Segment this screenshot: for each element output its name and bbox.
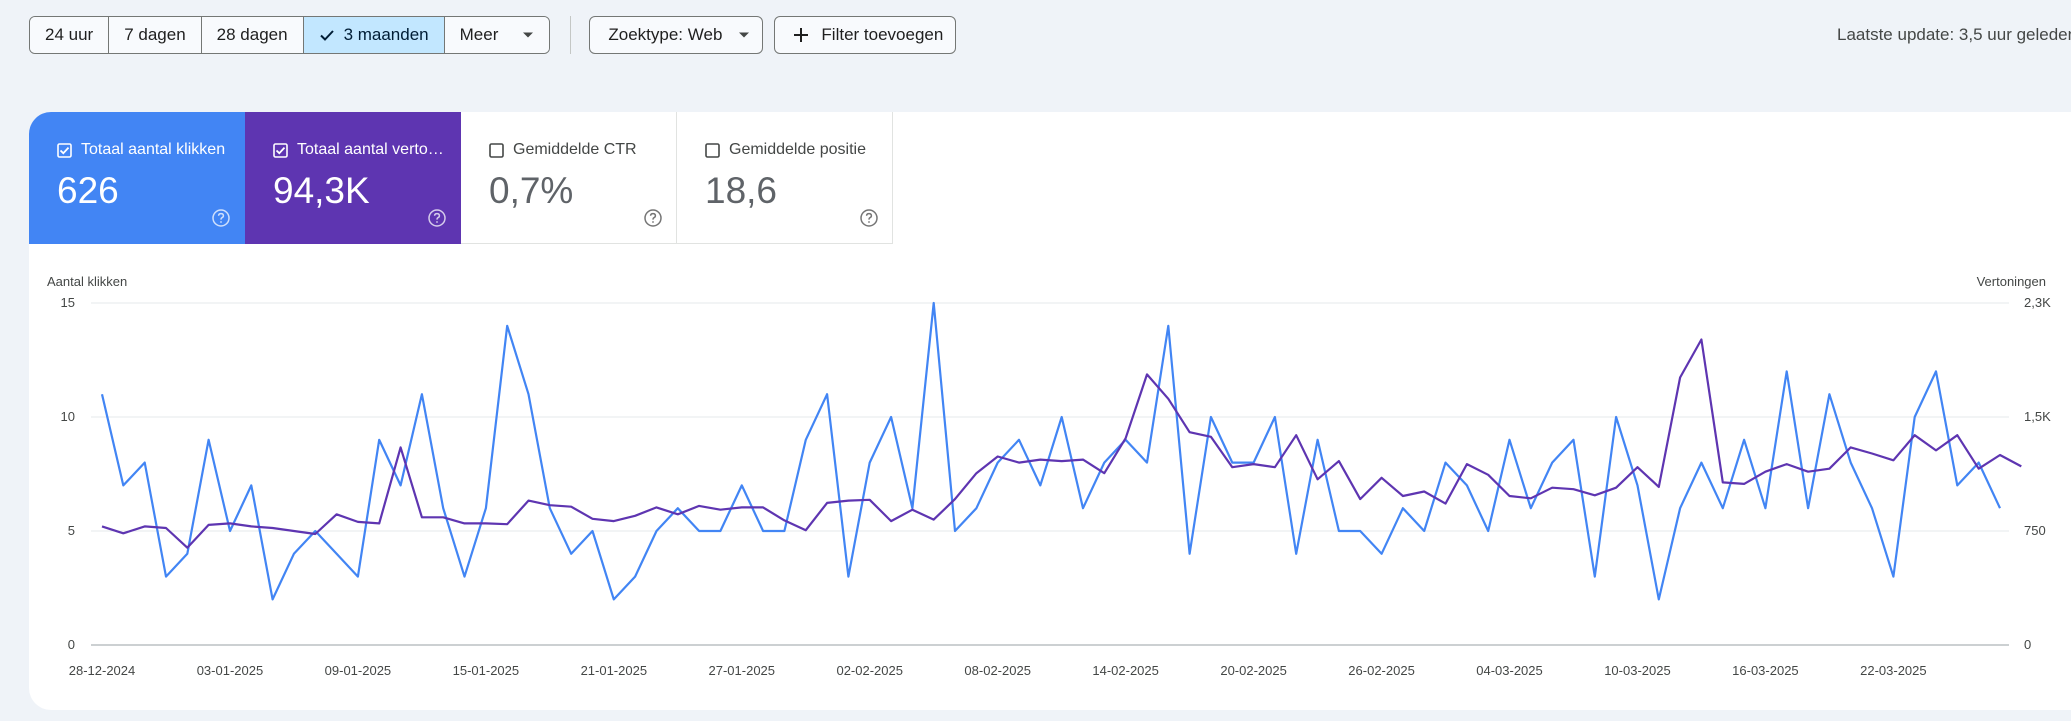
metric-value: 0,7% [489,170,574,211]
metric-tab-position[interactable]: Gemiddelde positie 18,6 [677,112,893,244]
help-icon[interactable] [211,208,231,228]
search-type-label: Zoektype: Web [608,25,723,44]
chevron-down-icon [739,32,750,38]
metric-tab-ctr[interactable]: Gemiddelde CTR 0,7% [461,112,677,244]
x-tick-label: 02-02-2025 [836,663,903,678]
performance-chart: Aantal klikken Vertoningen 15 2,3K 10 1,5K 5… [47,274,2051,678]
x-tick-label: 16-03-2025 [1732,663,1799,678]
chevron-down-icon [523,32,534,38]
right-y-tick: 0 [2024,637,2031,652]
right-y-tick: 1,5K [2024,409,2051,424]
range-label: Meer [459,25,499,44]
help-icon[interactable] [859,208,879,228]
x-tick-label: 08-02-2025 [964,663,1031,678]
metric-label: Gemiddelde CTR [513,141,637,158]
metric-tab-impressions[interactable]: Totaal aantal vertoningen 94,3K [245,112,461,244]
metric-header: Totaal aantal vertoningen [273,141,445,159]
metric-label: Totaal aantal vertoningen [297,141,445,158]
date-range-selector: 24 uur 7 dagen 28 dagen 3 maanden Meer [29,16,551,54]
clicks-series-line [100,301,2001,601]
range-7d-button[interactable]: 7 dagen [109,17,202,53]
performance-card: Aantal klikken Vertoningen 15 2,3K 10 1,5K 5… [29,112,2071,710]
metric-value: 626 [57,170,119,211]
help-icon[interactable] [427,208,447,228]
checkbox-unchecked-icon[interactable] [705,142,720,158]
range-more-dropdown[interactable]: Meer [444,17,550,53]
add-filter-label: Filter toevoegen [821,25,944,44]
left-y-tick: 15 [61,295,75,310]
right-y-tick: 750 [2024,523,2046,538]
x-tick-label: 10-03-2025 [1604,663,1671,678]
left-y-tick: 5 [68,523,75,538]
x-tick-label: 03-01-2025 [197,663,264,678]
help-icon[interactable] [643,208,663,228]
metric-tab-clicks[interactable]: Totaal aantal klikken 626 [29,112,245,244]
last-update-text: Laatste update: 3,5 uur geleden [1837,25,2071,44]
x-tick-label: 20-02-2025 [1220,663,1287,678]
x-tick-label: 27-01-2025 [709,663,776,678]
range-24h-button[interactable]: 24 uur [30,17,110,53]
right-y-tick: 2,3K [2024,295,2051,310]
range-label: 24 uur [45,25,94,44]
range-label: 28 dagen [216,25,288,44]
range-3m-button[interactable]: 3 maanden [303,17,445,53]
range-label: 3 maanden [343,25,429,44]
search-type-dropdown[interactable]: Zoektype: Web [589,16,764,54]
right-axis-label: Vertoningen [1977,274,2046,289]
metric-tabs: Totaal aantal klikken 626 Totaal aantal … [29,112,893,244]
x-tick-label: 04-03-2025 [1476,663,1543,678]
impressions-series-line [101,338,2022,549]
left-axis-label: Aantal klikken [47,274,127,289]
plus-icon [794,28,809,42]
toolbar-divider [570,16,572,54]
metric-header: Totaal aantal klikken [57,141,225,159]
left-y-tick: 10 [61,409,75,424]
x-tick-label: 26-02-2025 [1348,663,1415,678]
x-tick-label: 28-12-2024 [69,663,136,678]
x-tick-label: 09-01-2025 [325,663,392,678]
metric-header: Gemiddelde CTR [489,141,637,159]
x-tick-label: 22-03-2025 [1860,663,1927,678]
metric-value: 18,6 [705,170,778,211]
metric-value: 94,3K [273,170,370,211]
metric-header: Gemiddelde positie [705,141,866,159]
metric-label: Gemiddelde positie [729,141,866,158]
metric-label: Totaal aantal klikken [81,141,226,158]
add-filter-button[interactable]: Filter toevoegen [774,16,957,54]
check-icon [319,30,334,41]
checkbox-checked-icon[interactable] [57,142,72,158]
x-tick-label: 14-02-2025 [1092,663,1159,678]
x-tick-label: 21-01-2025 [581,663,648,678]
filter-toolbar: 24 uur 7 dagen 28 dagen 3 maanden Meer Z… [29,16,957,54]
range-28d-button[interactable]: 28 dagen [201,17,304,53]
checkbox-unchecked-icon[interactable] [489,142,504,158]
range-label: 7 dagen [124,25,186,44]
checkbox-checked-icon[interactable] [273,142,288,158]
x-tick-label: 15-01-2025 [453,663,520,678]
left-y-tick: 0 [68,637,75,652]
